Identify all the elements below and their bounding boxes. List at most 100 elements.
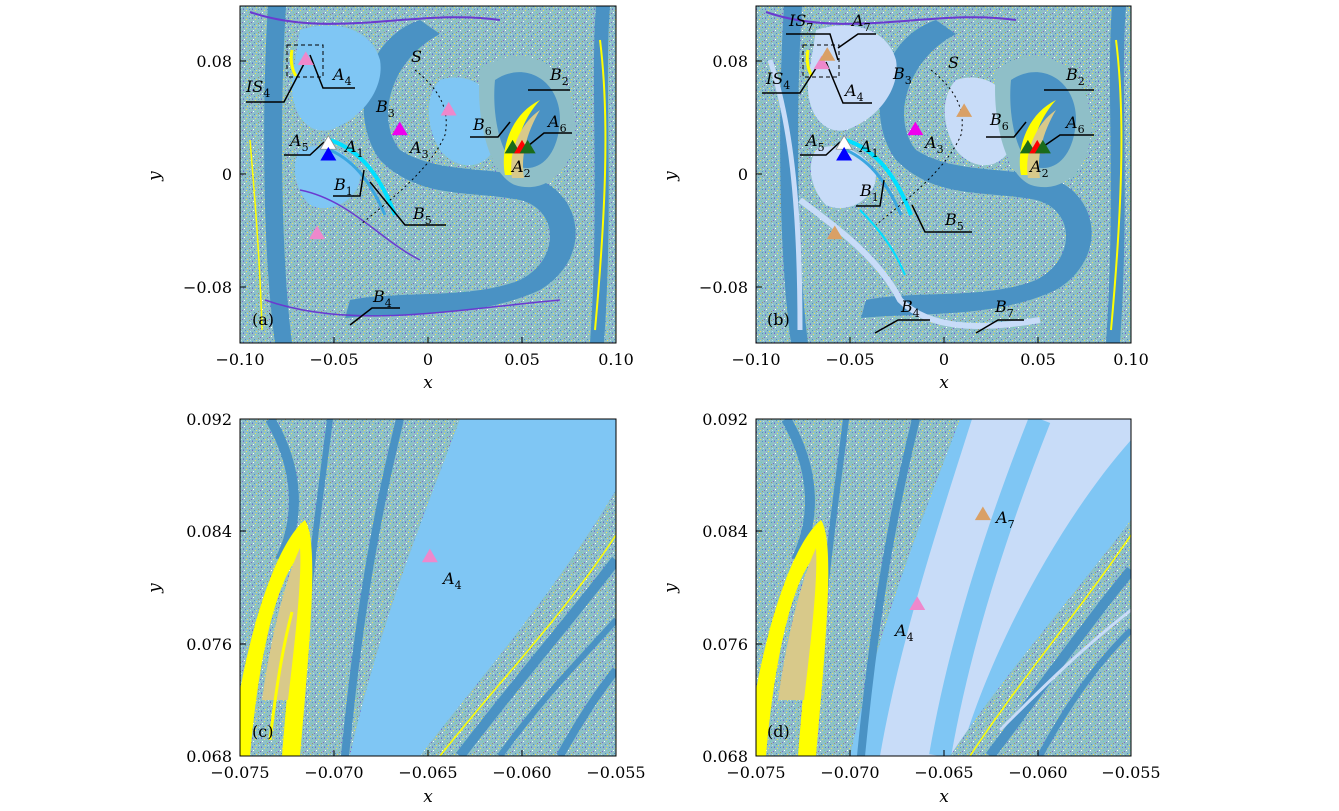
y-tick-label: 0.092	[186, 410, 232, 429]
x-tick-label: 0.10	[598, 350, 634, 369]
triangle-marker	[391, 121, 408, 136]
y-tick-label: 0.084	[702, 522, 748, 541]
annotation: B6	[989, 110, 1009, 133]
annotation: A7	[850, 11, 871, 34]
y-tick-label: −0.08	[183, 278, 232, 297]
y-tick-label: 0.08	[196, 52, 232, 71]
annotation: B6	[472, 115, 492, 138]
x-tick-label: −0.10	[731, 350, 780, 369]
y-tick-label: 0.068	[702, 747, 748, 766]
y-axis-label: y	[145, 171, 165, 182]
triangle-marker	[956, 103, 973, 117]
y-axis-label: y	[145, 583, 165, 594]
annotation: IS7	[788, 11, 813, 34]
y-tick-label: 0.084	[186, 522, 232, 541]
annotation: A3	[923, 133, 944, 156]
annotation: B5	[944, 210, 964, 233]
annotation: A4	[441, 569, 462, 592]
panel-b-background	[756, 6, 1131, 343]
y-tick-label: 0.076	[186, 635, 232, 654]
x-tick-label: 0.05	[504, 350, 540, 369]
triangle-marker	[813, 55, 830, 70]
triangle-marker	[297, 51, 314, 65]
triangle-marker	[836, 146, 853, 161]
x-tick-label: −0.065	[398, 763, 457, 782]
x-tick-label: −0.075	[210, 763, 269, 782]
annotation: S	[411, 47, 422, 66]
annotation: B3	[375, 97, 395, 120]
y-tick-label: 0.08	[712, 52, 748, 71]
panel-a-background	[240, 6, 616, 343]
x-tick-label: −0.075	[726, 763, 785, 782]
annotation: IS4	[765, 69, 790, 92]
annotation: S	[948, 53, 959, 72]
x-tick-label: 0	[939, 350, 949, 369]
x-tick-label: 0	[423, 350, 433, 369]
annotation: A2	[510, 157, 531, 180]
panel-d-background	[756, 419, 1131, 756]
annotation: A2	[1028, 157, 1049, 180]
triangle-marker	[440, 101, 457, 116]
annotation: A4	[331, 65, 352, 88]
y-tick-label: 0	[738, 165, 748, 184]
panel-a-label: (a)	[252, 310, 274, 329]
triangle-marker	[909, 596, 926, 610]
x-tick-label: −0.070	[820, 763, 879, 782]
annotation: B5	[412, 204, 432, 227]
annotation: B1	[859, 181, 879, 204]
y-tick-label: 0.076	[702, 635, 748, 654]
y-tick-label: 0.092	[702, 410, 748, 429]
annotation: A3	[408, 138, 429, 161]
triangle-marker	[421, 548, 438, 563]
panel-c-background	[240, 419, 616, 756]
annotation: A1	[343, 137, 364, 160]
x-tick-label: 0.10	[1113, 350, 1149, 369]
triangle-marker	[907, 121, 924, 136]
annotation: A7	[994, 508, 1015, 531]
annotation: A5	[804, 131, 825, 154]
tick-marks	[239, 60, 1132, 756]
x-tick-label: −0.10	[215, 350, 264, 369]
x-tick-label: −0.055	[1101, 763, 1160, 782]
x-tick-label: −0.070	[304, 763, 363, 782]
x-axis-label: x	[939, 787, 949, 807]
annotations-panel-b: IS7 A7 IS4 A4 B3 S B2 A5 A1 A3 B6 A6 A2 …	[765, 11, 1085, 320]
x-axis-label: x	[939, 373, 949, 393]
annotation: B4	[372, 287, 392, 310]
y-tick-label: −0.08	[699, 278, 748, 297]
triangle-marker	[519, 139, 536, 154]
marker-layer	[297, 47, 1051, 610]
panel-d-label: (d)	[767, 722, 790, 741]
triangle-marker	[1034, 139, 1051, 154]
annotation: A6	[546, 112, 567, 135]
annotation: B1	[333, 175, 353, 198]
annotation: B7	[994, 297, 1014, 320]
triangle-marker	[309, 225, 326, 240]
panel-b-label: (b)	[767, 310, 790, 329]
x-tick-label: −0.05	[825, 350, 874, 369]
y-axis-label: y	[661, 171, 681, 182]
triangle-marker	[826, 225, 843, 240]
annotation: A1	[858, 137, 879, 160]
y-tick-label: 0	[222, 165, 232, 184]
annotation-leaders	[246, 33, 1094, 334]
y-axis-label: y	[661, 583, 681, 594]
annotation: B2	[1065, 65, 1085, 88]
x-axis-label: x	[423, 373, 433, 393]
x-tick-label: −0.055	[586, 763, 645, 782]
x-tick-label: −0.05	[309, 350, 358, 369]
x-tick-label: −0.060	[492, 763, 551, 782]
annotations-panel-a: IS4 A4 S B2 B3 A5 A1 A3 B6 A6 A2 B1 B5 B…	[245, 47, 569, 310]
triangle-marker	[974, 506, 991, 521]
x-axis-label: x	[423, 787, 433, 807]
triangle-marker	[819, 47, 836, 61]
x-tick-label: −0.065	[914, 763, 973, 782]
annotation: A6	[1064, 113, 1085, 136]
annotation: B2	[549, 65, 569, 88]
annotation: A4	[843, 81, 864, 104]
y-tick-label: 0.068	[186, 747, 232, 766]
annotation: A4	[893, 621, 914, 644]
annotation: IS4	[245, 77, 270, 100]
annotation: A5	[288, 131, 309, 154]
